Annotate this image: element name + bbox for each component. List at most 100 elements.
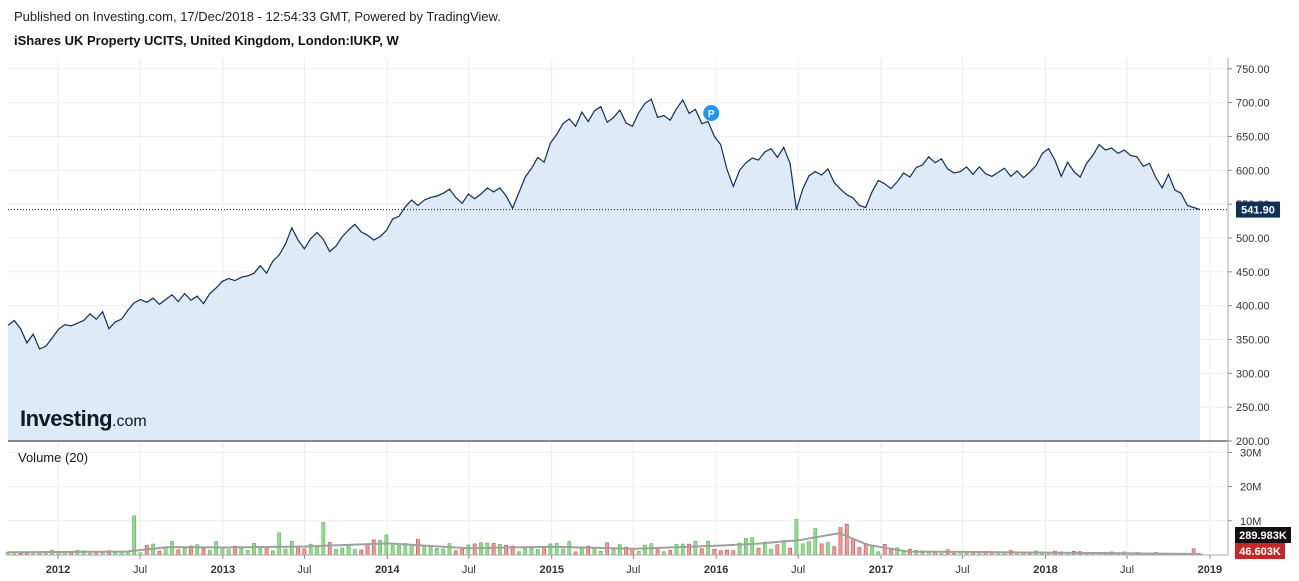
volume-bar-down [851, 539, 855, 556]
volume-bar-down [668, 550, 673, 556]
volume-bar-up [643, 544, 647, 556]
price-axis-label: 750.00 [1236, 64, 1270, 76]
volume-bar-down [655, 549, 660, 556]
volume-axis: 10M 20M 30M [1228, 447, 1261, 528]
volume-bar-up [649, 543, 654, 556]
volume-bar-down [844, 523, 849, 556]
volume-bar-up [800, 543, 805, 556]
volume-bar-up [813, 528, 818, 556]
time-axis-label: Jul [791, 564, 805, 576]
volume-bar-up [315, 546, 319, 556]
logo-suffix-text: .com [112, 413, 147, 430]
volume-bar-up [447, 543, 452, 556]
time-axis-label: 2014 [375, 564, 400, 576]
volume-bar-down [157, 550, 162, 556]
volume-bar-up [870, 545, 874, 556]
price-axis-label: 700.00 [1236, 98, 1270, 110]
volume-bar-down [416, 539, 420, 556]
time-axis-label: 2013 [211, 564, 235, 576]
volume-bars [6, 515, 1202, 556]
volume-bar-down [176, 549, 181, 556]
volume-bar-up [441, 548, 446, 556]
volume-bar-down [712, 548, 717, 556]
volume-bar-down [857, 547, 862, 556]
volume-bar-up [693, 541, 698, 556]
last-price-tag [1236, 201, 1280, 218]
volume-bar-up [769, 548, 773, 556]
volume-bar-up [397, 543, 401, 556]
volume-bar-up [706, 540, 710, 556]
time-axis: 2012 Jul 2013 Jul 2014 Jul 2015 Jul 2016 Jul 2017 J… [46, 555, 1222, 576]
price-axis-label: 400.00 [1236, 301, 1270, 313]
volume-bar-up [826, 542, 830, 556]
price-axis-label: 500.00 [1236, 233, 1270, 245]
time-axis-label: 2015 [540, 564, 564, 576]
volume-bar-up [422, 544, 427, 556]
volume-bar-up [529, 547, 534, 556]
volume-bar-up [195, 544, 200, 556]
volume-ma-value: 289.983K [1239, 530, 1287, 542]
last-price-value: 541.90 [1241, 205, 1275, 217]
volume-bar-up [876, 551, 881, 556]
volume-bar-down [371, 539, 376, 556]
price-axis-label: 350.00 [1236, 334, 1270, 346]
chart-title[interactable]: iShares UK Property UCITS, United Kingdo… [14, 33, 399, 48]
volume-bar-down [718, 550, 723, 556]
volume-bar-up [321, 522, 326, 556]
volume-axis-label: 20M [1240, 482, 1261, 494]
volume-bar-up [807, 541, 811, 556]
investing-logo: Investing .com [20, 406, 147, 431]
volume-bar-up [239, 548, 244, 556]
volume-bar-up [535, 549, 540, 556]
price-axis: 200.00 250.00 300.00 350.00 400.00 450.00 500.… [1228, 64, 1270, 448]
volume-bar-down [542, 547, 546, 556]
time-axis-label: Jul [1120, 564, 1134, 576]
volume-bar-up [674, 543, 679, 556]
volume-bar-up [523, 548, 528, 556]
published-caption: Published on Investing.com, 17/Dec/2018 … [14, 9, 501, 24]
volume-bar-down [472, 543, 477, 556]
volume-bar-down [302, 548, 307, 556]
volume-bar-up [346, 544, 351, 556]
volume-bar-up [245, 549, 250, 556]
volume-bar-down [264, 547, 269, 556]
marker-label: P [708, 109, 715, 120]
volume-bar-down [725, 549, 729, 556]
time-axis-label: 2012 [46, 564, 70, 576]
volume-bar-down [756, 547, 761, 556]
volume-bar-down [832, 546, 837, 556]
volume-bar-down [491, 543, 496, 556]
volume-bar-up [428, 545, 433, 556]
volume-ma-line [7, 532, 1201, 555]
volume-bar-down [819, 543, 824, 556]
price-line[interactable] [7, 98, 1201, 350]
volume-bar-up [409, 544, 414, 556]
volume-bar-down [359, 549, 364, 556]
price-axis-label: 600.00 [1236, 165, 1270, 177]
time-axis-label: 2019 [1198, 564, 1222, 576]
price-axis-label: 200.00 [1236, 436, 1270, 448]
time-axis-label: Jul [626, 564, 640, 576]
volume-pane-title: Volume (20) [18, 450, 88, 465]
chart-frame [8, 58, 1229, 556]
last-volume-value: 46.603K [1239, 546, 1281, 558]
last-value-labels: 541.90 289.983K 46.603K [1235, 201, 1291, 559]
volume-bar-up [170, 541, 174, 556]
volume-bar-up [384, 534, 389, 556]
event-marker-p[interactable]: P [703, 105, 720, 121]
volume-bar-down [882, 544, 887, 556]
volume-bar-up [271, 550, 275, 556]
volume-bar-up [598, 551, 603, 556]
volume-bar-up [435, 548, 439, 556]
volume-bar-up [466, 544, 471, 556]
volume-bar-up [548, 543, 553, 556]
volume-bar-up [353, 549, 357, 556]
volume-bar-up [744, 537, 748, 556]
time-axis-label: 2016 [704, 564, 728, 576]
volume-axis-label: 10M [1240, 516, 1261, 528]
volume-bar-up [580, 548, 584, 556]
volume-bar-down [775, 544, 780, 556]
volume-bar-down [838, 527, 843, 556]
volume-bar-up [498, 544, 502, 556]
